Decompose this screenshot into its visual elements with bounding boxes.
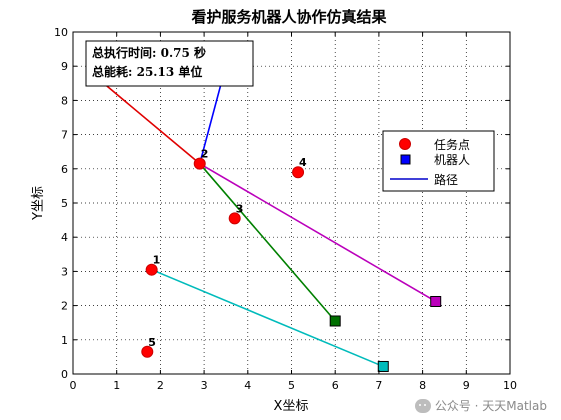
task-point-3 <box>228 212 241 225</box>
path-line-2 <box>199 162 437 303</box>
legend-robot-marker <box>400 154 411 165</box>
path-line-1 <box>199 163 336 322</box>
legend-task-marker <box>399 138 411 150</box>
task-markers: 1 2 3 4 5 <box>141 148 307 358</box>
y-tick-label-9: 9 <box>61 60 68 73</box>
summary-energy: 总能耗: 25.13 单位 <box>92 64 202 79</box>
watermark: 公众号 · 天天Matlab <box>414 397 547 414</box>
chart-title: 看护服务机器人协作仿真结果 <box>191 8 387 26</box>
legend-robot-label: 机器人 <box>434 153 470 167</box>
axis-ticks: 0 1 2 3 4 5 6 7 8 9 10 0 1 2 3 4 5 6 7 8 9 10 <box>54 26 517 392</box>
robot-marker-3 <box>377 360 389 372</box>
y-tick-label-10: 10 <box>54 26 68 39</box>
robot-marker-2 <box>430 295 442 307</box>
y-tick-label-2: 2 <box>61 300 68 313</box>
legend: 任务点 机器人 路径 <box>382 130 495 192</box>
path-line-3 <box>151 268 384 368</box>
x-tick-label-10: 10 <box>503 379 517 392</box>
x-axis-label: X坐标 <box>274 399 309 414</box>
task-point-1 <box>145 263 158 276</box>
x-tick-label-6: 6 <box>332 379 339 392</box>
task-label-3: 3 <box>236 202 244 215</box>
summary-box: 总执行时间: 0.75 秒 总能耗: 25.13 单位 <box>85 40 254 87</box>
robot-markers <box>329 295 442 372</box>
task-label-5: 5 <box>148 336 156 349</box>
x-tick-label-9: 9 <box>463 379 470 392</box>
task-label-2: 2 <box>201 148 209 161</box>
y-tick-label-6: 6 <box>61 163 68 176</box>
x-tick-label-7: 7 <box>375 379 382 392</box>
y-tick-label-0: 0 <box>61 368 68 381</box>
y-tick-label-4: 4 <box>61 231 68 244</box>
path-line-5 <box>103 82 201 165</box>
y-tick-label-5: 5 <box>61 197 68 210</box>
x-tick-label-3: 3 <box>201 379 208 392</box>
x-tick-label-8: 8 <box>419 379 426 392</box>
y-tick-label-3: 3 <box>61 265 68 278</box>
legend-path-label: 路径 <box>434 172 458 187</box>
path-lines <box>103 48 437 368</box>
x-tick-label-0: 0 <box>70 379 77 392</box>
x-tick-label-1: 1 <box>113 379 120 392</box>
task-point-5 <box>141 345 154 358</box>
summary-time: 总执行时间: 0.75 秒 <box>92 45 206 60</box>
watermark-text: 公众号 · 天天Matlab <box>434 399 547 413</box>
y-tick-label-7: 7 <box>61 129 68 142</box>
task-label-4: 4 <box>299 156 307 169</box>
y-axis-label: Y坐标 <box>31 186 46 221</box>
y-tick-label-1: 1 <box>61 334 68 347</box>
x-tick-label-2: 2 <box>157 379 164 392</box>
y-tick-label-8: 8 <box>61 94 68 107</box>
x-tick-label-5: 5 <box>288 379 295 392</box>
x-tick-label-4: 4 <box>244 379 251 392</box>
task-label-1: 1 <box>153 254 161 267</box>
task-point-4 <box>292 166 305 179</box>
robot-marker-1 <box>329 315 341 327</box>
task-point-2 <box>193 157 206 170</box>
wechat-icon <box>414 398 431 413</box>
legend-task-label: 任务点 <box>434 137 470 152</box>
